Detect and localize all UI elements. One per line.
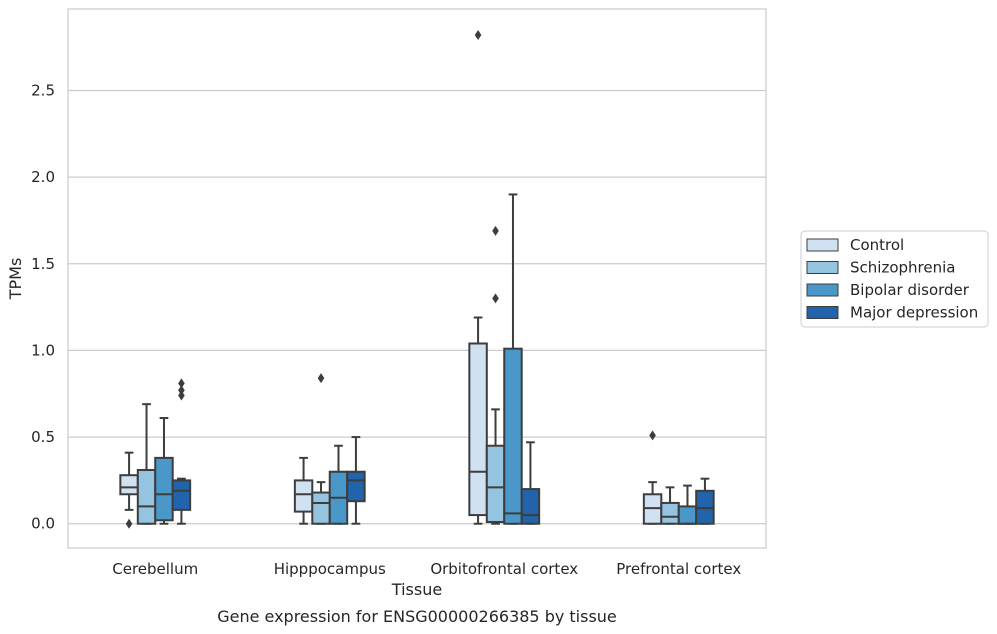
box-body xyxy=(485,444,506,524)
box xyxy=(154,417,174,525)
outlier-point xyxy=(178,390,185,401)
box xyxy=(677,484,698,525)
outlier-point xyxy=(492,293,499,304)
legend-label: Bipolar disorder xyxy=(850,281,970,299)
legend-swatch xyxy=(806,306,839,319)
box-body xyxy=(119,474,139,496)
legend-item: Schizophrenia xyxy=(806,259,955,277)
y-tick-label: 2.5 xyxy=(31,81,55,99)
box-body xyxy=(468,342,488,517)
outlier-point xyxy=(317,373,325,384)
box-body xyxy=(660,501,680,525)
box xyxy=(311,373,331,525)
legend-frame xyxy=(800,230,989,328)
x-tick-label: Orbitofrontal cortex xyxy=(430,560,578,578)
box xyxy=(136,403,157,525)
outlier-point xyxy=(474,29,482,40)
x-tick-label: Cerebellum xyxy=(112,560,198,578)
legend-swatch xyxy=(806,238,839,252)
legend-item: Control xyxy=(806,236,904,254)
legend: Control Schizophrenia Bipolar disorder Majo… xyxy=(800,230,989,328)
y-axis-title: TPMs xyxy=(6,258,25,301)
box-series xyxy=(119,29,715,529)
y-tick-labels: 0.0 0.5 1.0 1.5 2.0 2.5 xyxy=(31,81,55,532)
legend-item: Major depression xyxy=(806,304,978,322)
box xyxy=(660,486,680,525)
box xyxy=(503,193,523,525)
legend-item: Bipolar disorder xyxy=(806,281,970,299)
box xyxy=(171,378,192,525)
box-body xyxy=(520,488,541,525)
y-tick-label: 2.0 xyxy=(31,168,55,186)
x-tick-label: Prefrontal cortex xyxy=(616,560,741,578)
outlier-point xyxy=(178,378,185,389)
box-body xyxy=(677,505,698,525)
legend-label: Schizophrenia xyxy=(850,259,955,277)
box-body xyxy=(154,456,174,522)
y-tick-label: 0.5 xyxy=(31,428,55,446)
x-axis-title: Tissue xyxy=(391,580,442,599)
chart-title: Gene expression for ENSG00000266385 by t… xyxy=(217,607,617,626)
legend-label: Major depression xyxy=(850,304,978,322)
x-tick-labels: Cerebellum Hipppocampus Orbitofrontal cort… xyxy=(112,560,741,578)
outlier-point xyxy=(178,385,185,396)
y-tick-label: 1.5 xyxy=(31,255,55,273)
box xyxy=(520,441,541,525)
box xyxy=(328,444,349,525)
legend-swatch xyxy=(806,261,839,274)
box xyxy=(293,456,314,525)
x-tick-label: Hipppocampus xyxy=(274,560,386,578)
box xyxy=(642,430,663,525)
plot-area-frame xyxy=(67,8,767,549)
y-tick-label: 0.0 xyxy=(31,515,55,533)
box-body xyxy=(136,469,157,525)
box-body xyxy=(311,491,331,525)
box xyxy=(468,29,488,525)
outlier-point xyxy=(125,518,133,529)
box-body xyxy=(503,347,523,525)
box xyxy=(346,436,366,525)
legend-swatch xyxy=(806,283,839,297)
legend-label: Control xyxy=(850,236,904,254)
outlier-point xyxy=(649,430,656,441)
box-body xyxy=(346,470,366,503)
box xyxy=(485,225,506,525)
box-body xyxy=(171,479,192,511)
box xyxy=(695,477,715,525)
outlier-point xyxy=(492,225,499,236)
box xyxy=(119,451,139,529)
box-body xyxy=(293,479,314,513)
y-tick-label: 1.0 xyxy=(31,341,55,359)
